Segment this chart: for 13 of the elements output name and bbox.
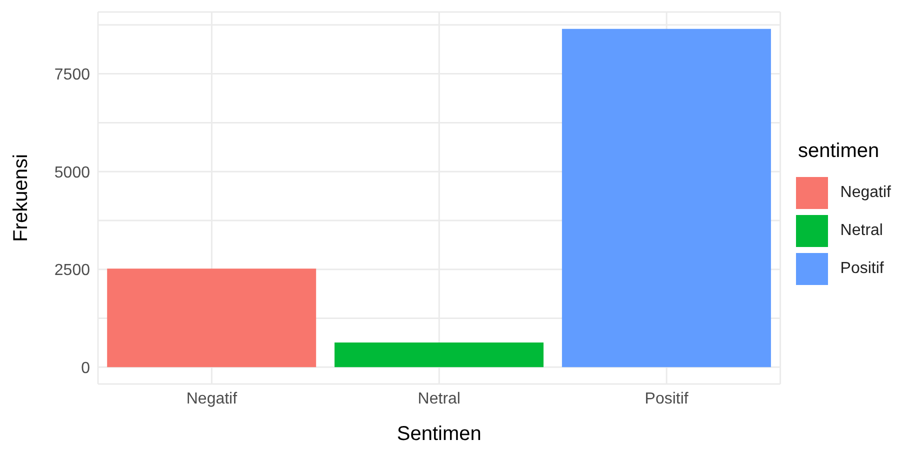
legend-label: Netral bbox=[840, 222, 883, 239]
legend-label: Negatif bbox=[840, 184, 891, 201]
legend-label: Positif bbox=[840, 260, 884, 277]
y-axis-title: Frekuensi bbox=[10, 154, 32, 242]
x-tick-label: Netral bbox=[418, 390, 460, 408]
y-tick-label: 7500 bbox=[54, 66, 90, 84]
y-tick-label: 0 bbox=[81, 360, 90, 377]
y-tick-label: 5000 bbox=[54, 164, 90, 182]
x-tick-label: Positif bbox=[644, 390, 689, 408]
x-tick-label: Negatif bbox=[186, 390, 238, 408]
x-axis-title: Sentimen bbox=[396, 423, 482, 445]
y-tick-label: 2500 bbox=[54, 262, 90, 280]
legend-title: sentimen bbox=[798, 140, 880, 163]
